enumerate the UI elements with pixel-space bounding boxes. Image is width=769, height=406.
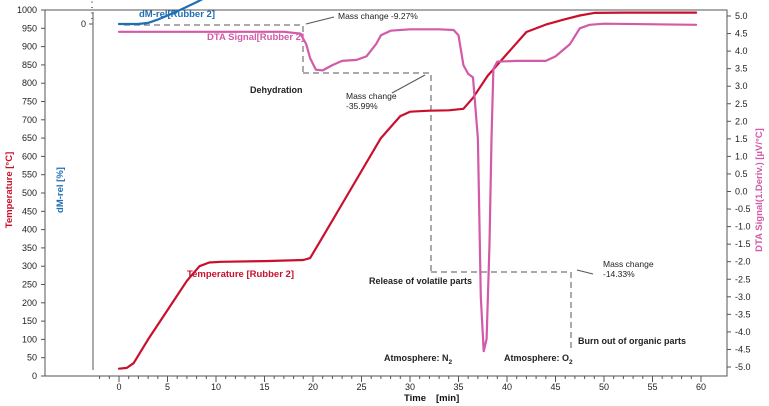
time-tick-label: 30 — [405, 382, 415, 392]
annotation-mass-change-1: Mass change -9.27% — [338, 11, 418, 21]
guide-mass-change-3 — [431, 271, 572, 352]
temperature-axis-title: Temperature [°C] — [4, 152, 15, 228]
dta-tick-label: -4.5 — [735, 344, 751, 354]
annotation-mass-change-2-line1: Mass change — [346, 91, 397, 101]
guide-mass-change-1 — [124, 24, 304, 73]
temperature-tick-label: 800 — [22, 78, 37, 88]
dta-tick-label: -1.0 — [735, 222, 751, 232]
dta-tick-label: -4.0 — [735, 327, 751, 337]
time-tick-label: 50 — [599, 382, 609, 392]
dta-tick-label: -3.5 — [735, 309, 751, 319]
annotation-atmosphere-n2: Atmosphere: N2 — [384, 353, 453, 366]
plot-frame — [44, 9, 728, 377]
temperature-axis: 0 50 100 150 200 250 300 350 400 450 500 550 600 650 7… — [17, 5, 46, 381]
legend-dm-label: dM-rel[Rubber 2] — [139, 9, 215, 20]
time-tick-label: 15 — [259, 382, 269, 392]
annotation-burn-out: Burn out of organic parts — [578, 336, 686, 346]
temperature-tick-label: 250 — [22, 280, 37, 290]
temperature-tick-label: 900 — [22, 42, 37, 52]
dta-tick-label: 0.0 — [735, 187, 748, 197]
temperature-tick-label: 100 — [22, 334, 37, 344]
temperature-tick-label: 950 — [22, 23, 37, 33]
annotation-mass-change-3-line1: Mass change — [603, 259, 654, 269]
temperature-tick-label: 600 — [22, 151, 37, 161]
dta-axis: 5.0 4.5 4.0 3.5 3.0 2.5 2.0 1.5 1.0 0.5 0.0 -0.5 -1.… — [726, 10, 751, 376]
dta-series-line — [117, 22, 698, 353]
time-tick-label: 0 — [116, 382, 121, 392]
dm-tick-label: -5 — [78, 0, 86, 2]
guide-arrow-1 — [305, 16, 335, 25]
dta-tick-label: 1.0 — [735, 151, 748, 161]
mass-change-guides — [124, 16, 594, 352]
temperature-tick-label: 650 — [22, 133, 37, 143]
time-tick-label: 45 — [550, 382, 560, 392]
atmosphere-n2-prefix: Atmosphere: — [384, 353, 442, 363]
temperature-tick-label: 1000 — [17, 5, 37, 15]
guide-arrow-2 — [391, 74, 426, 94]
time-tick-label: 10 — [211, 382, 221, 392]
temperature-tick-label: 300 — [22, 261, 37, 271]
time-tick-label: 20 — [308, 382, 318, 392]
legend-temperature-label: Temperature [Rubber 2] — [187, 269, 294, 280]
temperature-tick-label: 750 — [22, 97, 37, 107]
time-tick-label: 60 — [696, 382, 706, 392]
temperature-tick-label: 400 — [22, 225, 37, 235]
atmosphere-n2-subscript: 2 — [449, 359, 453, 366]
temperature-tick-label: 550 — [22, 170, 37, 180]
time-tick-label: 55 — [647, 382, 657, 392]
series-layer — [117, 0, 698, 370]
guide-arrow-3 — [576, 269, 594, 275]
temperature-tick-label: 350 — [22, 243, 37, 253]
temperature-tick-label: 700 — [22, 115, 37, 125]
temperature-tick-label: 850 — [22, 60, 37, 70]
dta-tick-label: 2.5 — [735, 99, 748, 109]
annotation-dehydration: Dehydration — [250, 85, 303, 95]
time-tick-label: 25 — [356, 382, 366, 392]
dta-tick-label: 0.5 — [735, 169, 748, 179]
temperature-tick-label: 0 — [32, 371, 37, 381]
dta-tick-label: -3.0 — [735, 292, 751, 302]
dm-axis-title: dM-rel [%] — [55, 167, 66, 213]
dta-tick-label: 4.5 — [735, 29, 748, 39]
dta-tick-label: -5.0 — [735, 362, 751, 372]
dm-tick-label: 0 — [81, 19, 86, 29]
dta-tick-label: 1.5 — [735, 134, 748, 144]
dta-tick-label: 2.0 — [735, 116, 748, 126]
dta-tick-label: -0.5 — [735, 204, 751, 214]
temperature-tick-label: 50 — [27, 353, 37, 363]
temperature-tick-label: 450 — [22, 206, 37, 216]
annotation-release: Release of volatile parts — [369, 276, 472, 286]
dta-tick-label: 3.5 — [735, 64, 748, 74]
temperature-tick-label: 500 — [22, 188, 37, 198]
dta-tick-label: -2.5 — [735, 274, 751, 284]
dta-tick-label: -2.0 — [735, 257, 751, 267]
temperature-series-line — [117, 11, 698, 370]
dta-axis-title: DTA Signal(1.Deriv.) [µV/°C] — [754, 128, 765, 252]
guide-mass-change-2 — [303, 72, 432, 272]
temperature-tick-label: 200 — [22, 298, 37, 308]
temperature-tick-label: 150 — [22, 316, 37, 326]
time-tick-label: 5 — [165, 382, 170, 392]
atmosphere-o2-gas: O — [562, 353, 569, 363]
atmosphere-n2-gas: N — [442, 353, 449, 363]
dta-tick-label: 5.0 — [735, 11, 748, 21]
dta-tick-label: -1.5 — [735, 239, 751, 249]
time-tick-label: 40 — [502, 382, 512, 392]
annotation-mass-change-2-line2: -35.99% — [346, 101, 378, 111]
time-axis-title: Time [min] — [404, 393, 459, 404]
atmosphere-o2-prefix: Atmosphere: — [504, 353, 562, 363]
dta-tick-label: 3.0 — [735, 81, 748, 91]
time-axis-title-unit: [min] — [436, 393, 459, 404]
time-tick-label: 35 — [453, 382, 463, 392]
annotation-mass-change-3-line2: -14.33% — [603, 269, 635, 279]
time-axis: 0 5 10 15 20 25 30 35 40 45 50 55 60 — [93, 375, 727, 392]
dm-rel-axis: 0-5-10-15-20-25-30-35-40-45-50-55-60 — [78, 0, 94, 370]
legend-dta-label: DTA Signal[Rubber 2] — [207, 32, 304, 43]
dta-tick-label: 4.0 — [735, 46, 748, 56]
atmosphere-o2-subscript: 2 — [569, 359, 573, 366]
time-axis-title-name: Time — [404, 393, 426, 404]
annotation-atmosphere-o2: Atmosphere: O2 — [504, 353, 573, 366]
